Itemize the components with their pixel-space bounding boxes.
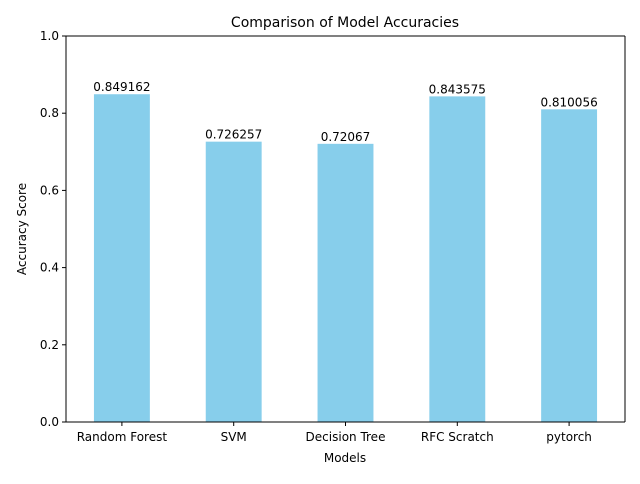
bar-labels-group: 0.849162 0.726257 0.72067 0.843575 0.810056 [93,80,597,144]
x-tick-label-4: pytorch [546,430,592,444]
bar-value-label-0: 0.849162 [93,80,150,94]
x-tick-label-3: RFC Scratch [421,430,494,444]
x-tick-label-0: Random Forest [77,430,168,444]
bar-value-label-2: 0.72067 [321,130,371,144]
bar-1 [205,141,262,422]
bar-3 [429,96,486,422]
y-tick-label-3: 0.6 [40,183,59,197]
bar-4 [541,109,598,422]
y-tick-label-1: 0.2 [40,338,59,352]
y-ticks-group: 0.0 0.2 0.4 0.6 0.8 1.0 [40,29,66,429]
x-axis-label: Models [324,451,366,465]
x-tick-label-1: SVM [221,430,247,444]
bar-value-label-4: 0.810056 [540,95,597,109]
bar-value-label-3: 0.843575 [429,82,486,96]
bar-value-label-1: 0.726257 [205,128,262,142]
x-tick-label-2: Decision Tree [306,430,386,444]
y-axis-label: Accuracy Score [15,183,29,275]
bar-2 [317,143,374,422]
y-tick-label-5: 1.0 [40,29,59,43]
y-tick-label-2: 0.4 [40,261,59,275]
y-tick-label-0: 0.0 [40,415,59,429]
x-ticks-group: Random Forest SVM Decision Tree RFC Scratch… [77,422,592,444]
chart-title: Comparison of Model Accuracies [231,15,459,31]
y-tick-label-4: 0.8 [40,106,59,120]
bar-0 [93,94,150,423]
bars-group [93,94,598,423]
